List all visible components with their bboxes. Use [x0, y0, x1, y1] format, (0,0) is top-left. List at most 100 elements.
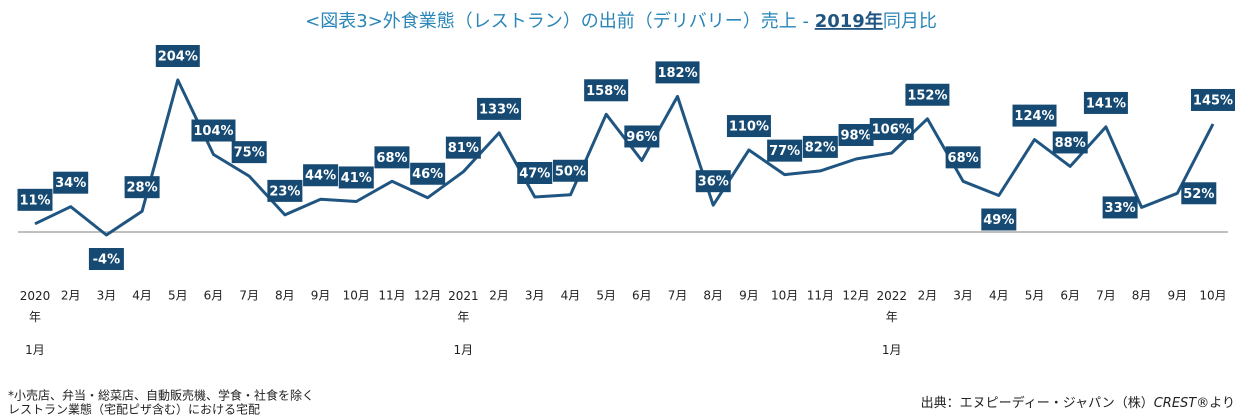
x-tick-label: 2020 年 1月	[20, 289, 51, 357]
label-box	[124, 176, 160, 199]
label-box	[410, 162, 446, 185]
series-line	[34, 78, 1215, 237]
data-label: 44%	[305, 169, 336, 184]
x-tick-label: 5月	[596, 289, 616, 303]
data-label: 77%	[769, 144, 800, 159]
data-label: 88%	[1055, 136, 1086, 151]
data-label: 23%	[269, 184, 300, 199]
title-part: <図表3>外食業態（レストラン）の出前（デリバリー）売上 -	[305, 11, 815, 32]
source-part: より	[1209, 396, 1235, 411]
label-box	[767, 139, 803, 162]
x-tick-label: 3月	[97, 289, 117, 303]
label-box	[267, 179, 303, 202]
data-label: 98%	[840, 128, 871, 143]
data-label: 145%	[1193, 93, 1233, 108]
x-tick-label: 2月	[61, 289, 81, 303]
data-label: 158%	[586, 84, 626, 99]
x-tick-label: 2月	[918, 289, 938, 303]
x-tick-label: 7月	[239, 289, 259, 303]
data-label: 81%	[448, 141, 479, 156]
x-tick-label: 7月	[668, 289, 688, 303]
data-label: 50%	[555, 164, 586, 179]
data-label: 124%	[1014, 109, 1054, 124]
note: *小売店、弁当・総菜店、自動販売機、学食・社食を除く	[8, 388, 314, 403]
data-label: 11%	[19, 193, 50, 208]
data-label: 28%	[127, 181, 158, 196]
x-tick-label: 9月	[739, 289, 759, 303]
x-tick-part: 年	[886, 310, 898, 324]
data-label: 82%	[805, 140, 836, 155]
data-label: 104%	[193, 124, 233, 139]
x-tick-label: 6月	[632, 289, 652, 303]
x-tick-label: 2月	[489, 289, 509, 303]
data-label: 141%	[1086, 96, 1126, 111]
x-tick-label: 5月	[168, 289, 188, 303]
label-box	[88, 248, 124, 270]
label-box	[945, 146, 981, 169]
label-box	[231, 141, 267, 164]
x-tick-label: 12月	[414, 289, 441, 303]
data-label: 36%	[698, 175, 729, 190]
x-tick-label: 4月	[989, 289, 1009, 303]
label-box	[802, 135, 838, 158]
data-label: 33%	[1105, 201, 1136, 216]
label-box	[17, 188, 53, 211]
title-part: 同月比	[883, 11, 937, 32]
label-box	[695, 170, 731, 193]
x-tick-part: 1月	[454, 343, 474, 357]
data-label: 152%	[907, 88, 947, 103]
data-label: 34%	[55, 176, 86, 191]
x-tick-label: 11月	[378, 289, 405, 303]
x-tick-part: 年	[29, 310, 41, 324]
x-tick-label: 4月	[561, 289, 581, 303]
label-box	[374, 146, 410, 169]
x-tick-part: 1月	[882, 343, 902, 357]
data-label: 75%	[234, 146, 265, 161]
data-label: 110%	[729, 120, 769, 135]
x-tick-label: 9月	[311, 289, 331, 303]
x-tick-label: 5月	[1025, 289, 1045, 303]
label-box	[552, 159, 588, 182]
x-tick-label: 8月	[275, 289, 295, 303]
title-emphasis: 2019年	[815, 10, 883, 32]
label-box	[584, 79, 629, 102]
data-label: 106%	[872, 123, 912, 138]
x-tick-label: 10月	[343, 289, 370, 303]
source-part: CREST®	[1154, 396, 1210, 411]
label-box	[838, 123, 874, 146]
x-tick-part: 年	[457, 310, 469, 324]
data-label: 41%	[341, 171, 372, 186]
label-box	[1052, 131, 1088, 154]
x-tick-label: 4月	[132, 289, 152, 303]
note: レストラン業態（宅配ピザ含む）における宅配	[8, 402, 260, 416]
label-box	[1083, 91, 1128, 114]
data-label: 52%	[1183, 187, 1214, 202]
label-box	[869, 118, 914, 141]
label-box	[981, 208, 1017, 231]
label-box	[477, 97, 522, 120]
label-box	[1012, 104, 1057, 127]
data-label: 68%	[376, 151, 407, 166]
x-tick-label: 8月	[1132, 289, 1152, 303]
x-tick-label: 10月	[771, 289, 798, 303]
source-part: 出典：エヌピーディー・ジャパン（株）	[921, 395, 1154, 411]
x-tick-part: 2020	[20, 289, 51, 303]
label-box	[517, 161, 553, 184]
data-label: -4%	[93, 253, 120, 268]
label-box	[191, 119, 236, 142]
x-tick-label: 12月	[842, 289, 869, 303]
x-tick-label: 3月	[953, 289, 973, 303]
label-box	[155, 45, 200, 67]
x-tick-label: 2021 年 1月	[448, 289, 479, 357]
x-tick-label: 6月	[204, 289, 224, 303]
label-box	[53, 171, 89, 194]
x-tick-part: 2022	[876, 289, 907, 303]
x-tick-label: 10月	[1199, 289, 1226, 303]
label-box	[905, 83, 950, 106]
data-label: 46%	[412, 167, 443, 182]
source: 出典：エヌピーディー・ジャパン（株）CREST®より	[921, 395, 1235, 411]
x-tick-part: 1月	[25, 343, 45, 357]
data-label: 47%	[519, 166, 550, 181]
x-tick-part: 2021	[448, 289, 479, 303]
label-box	[655, 61, 700, 84]
